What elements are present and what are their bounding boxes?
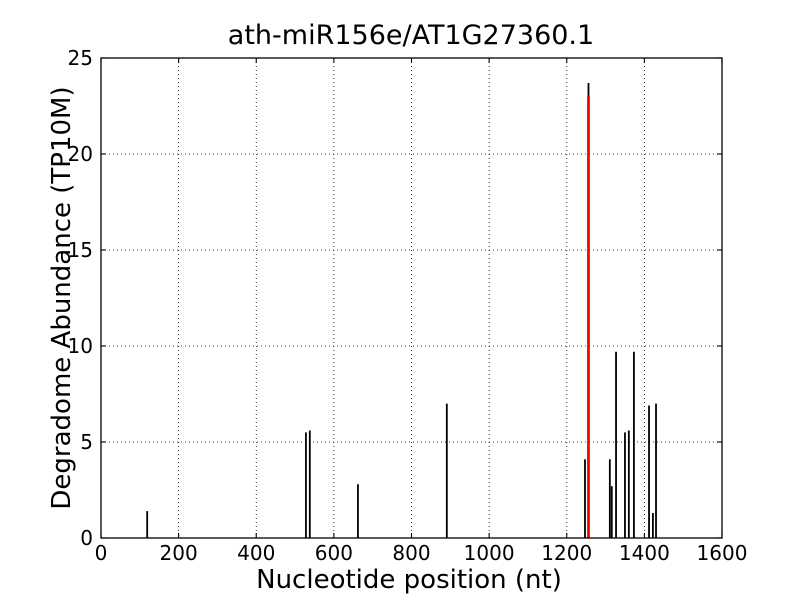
gridlines [101,58,722,538]
axis-tick-labels: 0 200 400 600 800 1000 1200 1400 1600 0 5 10 15 20 25 [68,46,748,565]
y-tick-label: 25 [68,46,93,70]
x-tick-label: 800 [392,541,430,565]
x-tick-label: 400 [237,541,275,565]
y-tick-label: 0 [80,526,93,550]
x-tick-label: 1000 [464,541,515,565]
y-tick-label: 20 [68,142,93,166]
plot-border [100,57,723,539]
x-tick-label: 0 [95,541,108,565]
x-tick-label: 200 [160,541,198,565]
y-tick-label: 5 [80,430,93,454]
x-tick-label: 1600 [697,541,748,565]
y-tick-label: 15 [68,238,93,262]
x-tick-label: 1400 [619,541,670,565]
chart-title: ath-miR156e/AT1G27360.1 [228,20,594,51]
y-axis-label: Degradome Abundance (TP10M) [47,86,77,509]
x-tick-label: 600 [315,541,353,565]
degradome-peaks [146,82,657,538]
y-tick-label: 10 [68,334,93,358]
x-axis-label: Nucleotide position (nt) [256,565,562,595]
x-tick-label: 1200 [541,541,592,565]
